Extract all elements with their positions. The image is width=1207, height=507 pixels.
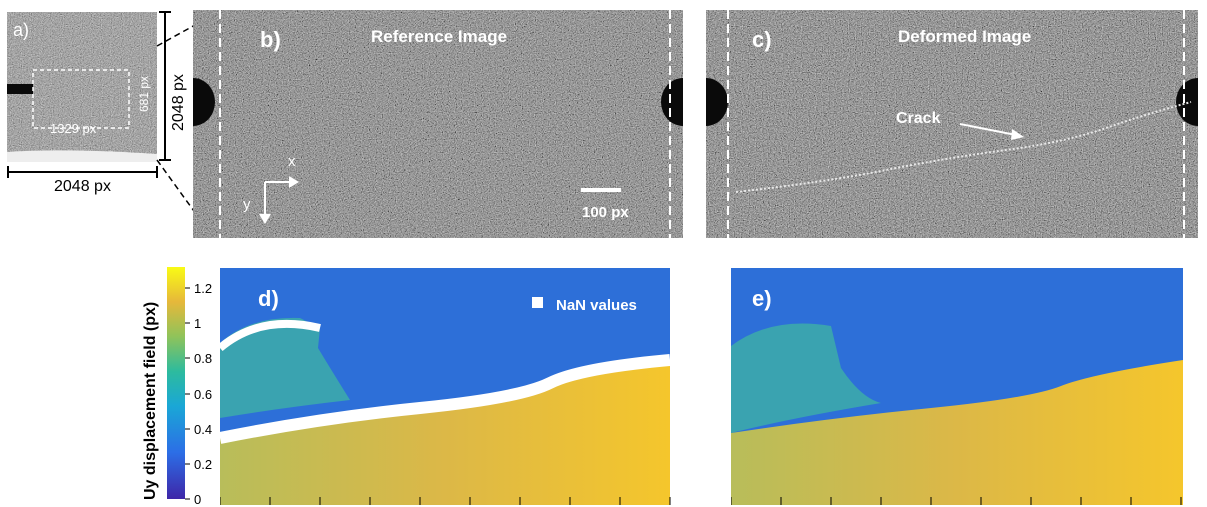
scale-bar-label: 100 px bbox=[582, 204, 629, 221]
roi-width-label: 1329 px bbox=[50, 121, 97, 136]
lower-region bbox=[220, 360, 670, 505]
axis-y-label: y bbox=[243, 196, 251, 213]
panel-a-texture bbox=[7, 12, 157, 162]
panel-c-image bbox=[706, 10, 1198, 238]
panel-d-xticks bbox=[220, 497, 671, 505]
nan-band-upper bbox=[220, 319, 321, 352]
scale-bar bbox=[581, 188, 621, 192]
crack-label: Crack bbox=[896, 110, 941, 127]
panel-d-label: d) bbox=[258, 286, 279, 311]
axes-indicator bbox=[259, 176, 299, 224]
colorbar-tick-0.2: 0.2 bbox=[194, 457, 213, 472]
crack-arrow bbox=[959, 123, 1024, 140]
hole-right bbox=[661, 78, 683, 126]
nan-legend-label: NaN values bbox=[556, 297, 637, 314]
panel-b-label: b) bbox=[260, 27, 281, 52]
mid-region bbox=[220, 317, 350, 418]
colorbar-tick-1: 1 bbox=[194, 316, 202, 331]
crack-line bbox=[735, 101, 1192, 193]
panel-c-title: Deformed Image bbox=[898, 27, 1032, 46]
hole-left bbox=[193, 78, 215, 126]
lower-region bbox=[731, 360, 1183, 505]
colorbar-ticks bbox=[185, 287, 190, 500]
panel-b-image bbox=[193, 10, 683, 238]
colorbar bbox=[167, 267, 185, 499]
panel-e-xticks bbox=[731, 497, 1182, 505]
colorbar-tick-0.8: 0.8 bbox=[194, 351, 213, 366]
panel-a-image bbox=[7, 12, 157, 162]
colorbar-tick-1.2: 1.2 bbox=[194, 281, 213, 296]
nan-legend-swatch bbox=[532, 297, 543, 308]
width-dim-label: 2048 px bbox=[54, 178, 111, 195]
panel-d-field bbox=[220, 268, 670, 505]
mid-region bbox=[731, 323, 881, 433]
colorbar-title: Uy displacement field (px) bbox=[142, 301, 159, 500]
panel-e-field bbox=[731, 268, 1183, 505]
axis-x-label: x bbox=[288, 153, 296, 170]
nan-band bbox=[220, 354, 670, 444]
hole-right bbox=[1176, 78, 1198, 126]
colorbar-tick-0.6: 0.6 bbox=[194, 387, 213, 402]
height-dim-label: 2048 px bbox=[170, 74, 187, 131]
panel-e-label: e) bbox=[752, 286, 772, 311]
panel-c-label: c) bbox=[752, 27, 772, 52]
hole-left bbox=[706, 78, 728, 126]
colorbar-tick-0.4: 0.4 bbox=[194, 422, 213, 437]
panel-a-label: a) bbox=[13, 20, 30, 40]
panel-b-title: Reference Image bbox=[371, 27, 508, 46]
colorbar-tick-0: 0 bbox=[194, 492, 202, 507]
